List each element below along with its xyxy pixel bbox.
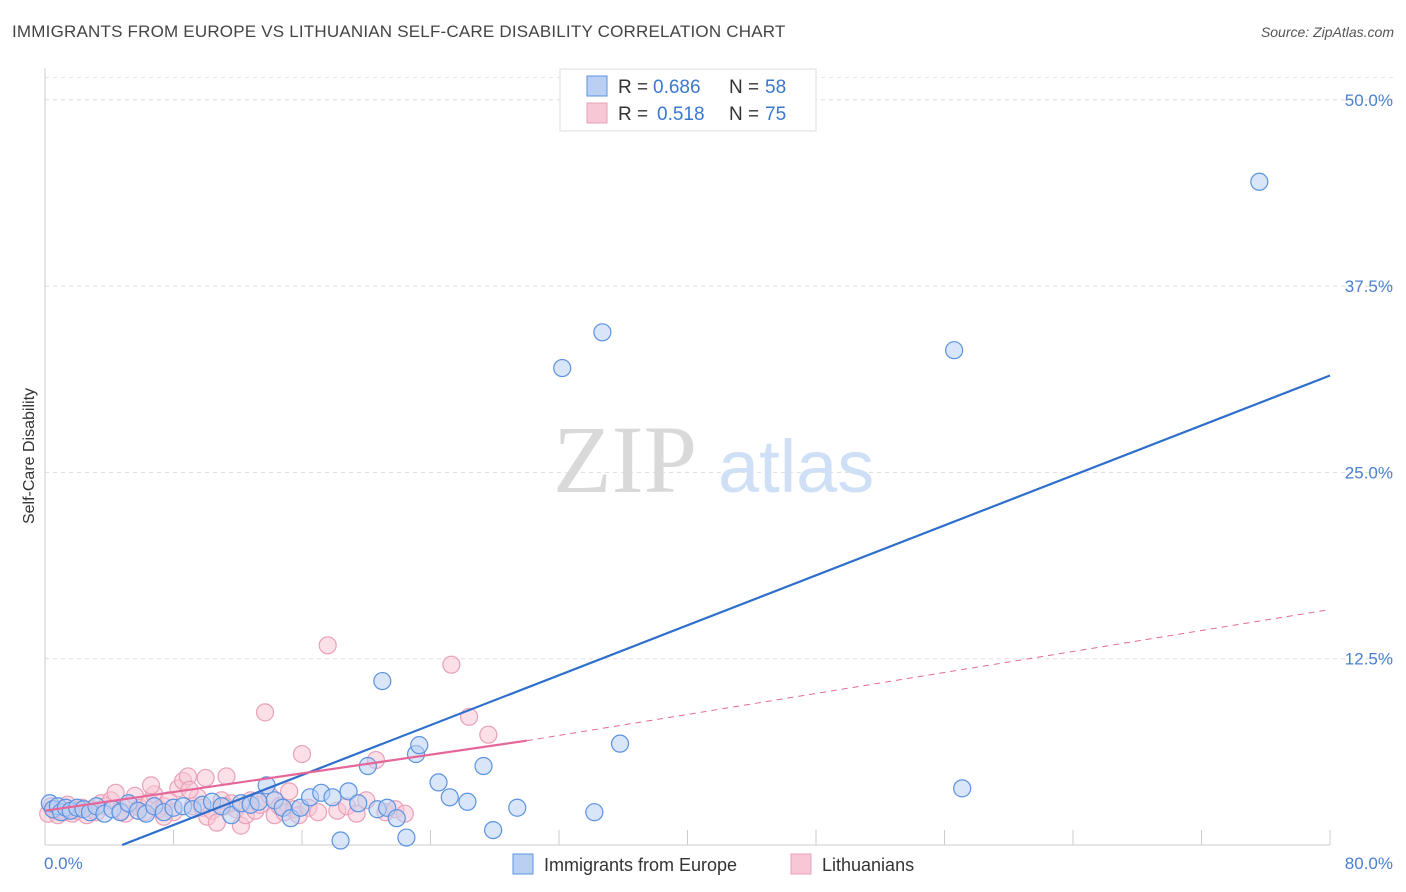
y-tick-label-3: 50.0% (1345, 91, 1393, 110)
x-tick-label-1: 80.0% (1345, 854, 1393, 873)
y-tick-label-0: 12.5% (1345, 650, 1393, 669)
source-label: Source: ZipAtlas.com (1260, 24, 1394, 40)
bottom-legend-label-europe: Immigrants from Europe (544, 855, 737, 875)
lithuanians-point-73 (479, 725, 498, 744)
legend-swatch-europe (586, 75, 608, 97)
watermark-atlas: atlas (718, 425, 874, 508)
lithuanians-point-71 (292, 744, 312, 764)
europe-point-42 (387, 809, 406, 828)
trend-lines (44, 374, 1331, 847)
europe-point-59 (1250, 172, 1269, 191)
legend: R = 0.686 N = 58 R = 0.518 N = 75 (559, 68, 817, 132)
europe-point-51 (484, 820, 503, 840)
legend-n-label-lithuanians: N = (729, 104, 759, 125)
europe-point-27 (249, 792, 268, 811)
europe-point-58 (953, 779, 972, 798)
gridlines (45, 76, 1395, 660)
europe-point-52 (508, 798, 527, 817)
europe-point-37 (339, 782, 358, 801)
legend-swatch-lithuanians (586, 102, 608, 124)
europe-point-24 (222, 806, 241, 825)
europe-point-45 (410, 736, 429, 755)
lithuanians-point-57 (318, 636, 337, 655)
bottom-legend-swatch-lithuanians (790, 853, 812, 875)
europe-point-36 (331, 831, 350, 850)
europe-point-50 (474, 756, 493, 776)
legend-r-label-lithuanians: R = (618, 104, 648, 125)
legend-n-label-europe: N = (729, 77, 759, 98)
bottom-legend-label-lithuanians: Lithuanians (822, 855, 914, 875)
lithuanians-point-47 (255, 703, 275, 722)
europe-point-48 (440, 788, 459, 807)
legend-n-value-europe: 58 (765, 77, 786, 98)
trend-line-lithuanians-extension (526, 609, 1331, 742)
lithuanians-point-66 (141, 776, 161, 795)
legend-r-value-lithuanians: 0.518 (657, 104, 705, 125)
europe-point-54 (610, 734, 630, 753)
bottom-legend-swatch-europe (512, 853, 534, 875)
europe-point-53 (585, 803, 604, 822)
lithuanians-point-74 (442, 655, 461, 674)
legend-r-label-europe: R = (618, 77, 648, 98)
europe-point-38 (349, 794, 368, 813)
europe-point-39 (358, 756, 377, 776)
europe-point-43 (397, 828, 416, 847)
x-tick-label-0: 0.0% (44, 854, 83, 873)
europe-point-49 (458, 792, 477, 811)
y-tick-label-2: 37.5% (1345, 277, 1393, 296)
legend-r-value-europe: 0.686 (653, 77, 701, 98)
axes (44, 68, 1331, 846)
y-tick-label-1: 25.0% (1345, 463, 1393, 482)
lithuanians-point-52 (280, 782, 299, 801)
tick-labels: 12.5% 25.0% 37.5% 50.0% 0.0% 80.0% (44, 91, 1393, 873)
watermark-zip: ZIP (553, 406, 697, 513)
lithuanians-point-56 (308, 803, 328, 822)
europe-point-47 (429, 773, 448, 792)
watermark: ZIP atlas (553, 406, 874, 513)
chart-title: IMMIGRANTS FROM EUROPE VS LITHUANIAN SEL… (12, 22, 786, 41)
bottom-legend: Immigrants from Europe Lithuanians (512, 853, 914, 875)
europe-point-55 (553, 358, 572, 378)
trend-line-europe (121, 374, 1331, 847)
europe-point-57 (945, 341, 964, 360)
europe-point-35 (323, 788, 342, 807)
lithuanians-point-37 (207, 813, 226, 832)
legend-n-value-lithuanians: 75 (765, 104, 786, 125)
lithuanians-point-69 (196, 768, 215, 788)
trend-line-lithuanians (44, 739, 528, 812)
europe-point-46 (373, 671, 392, 691)
europe-point-56 (593, 323, 612, 342)
y-axis-label: Self-Care Disability (21, 388, 38, 524)
